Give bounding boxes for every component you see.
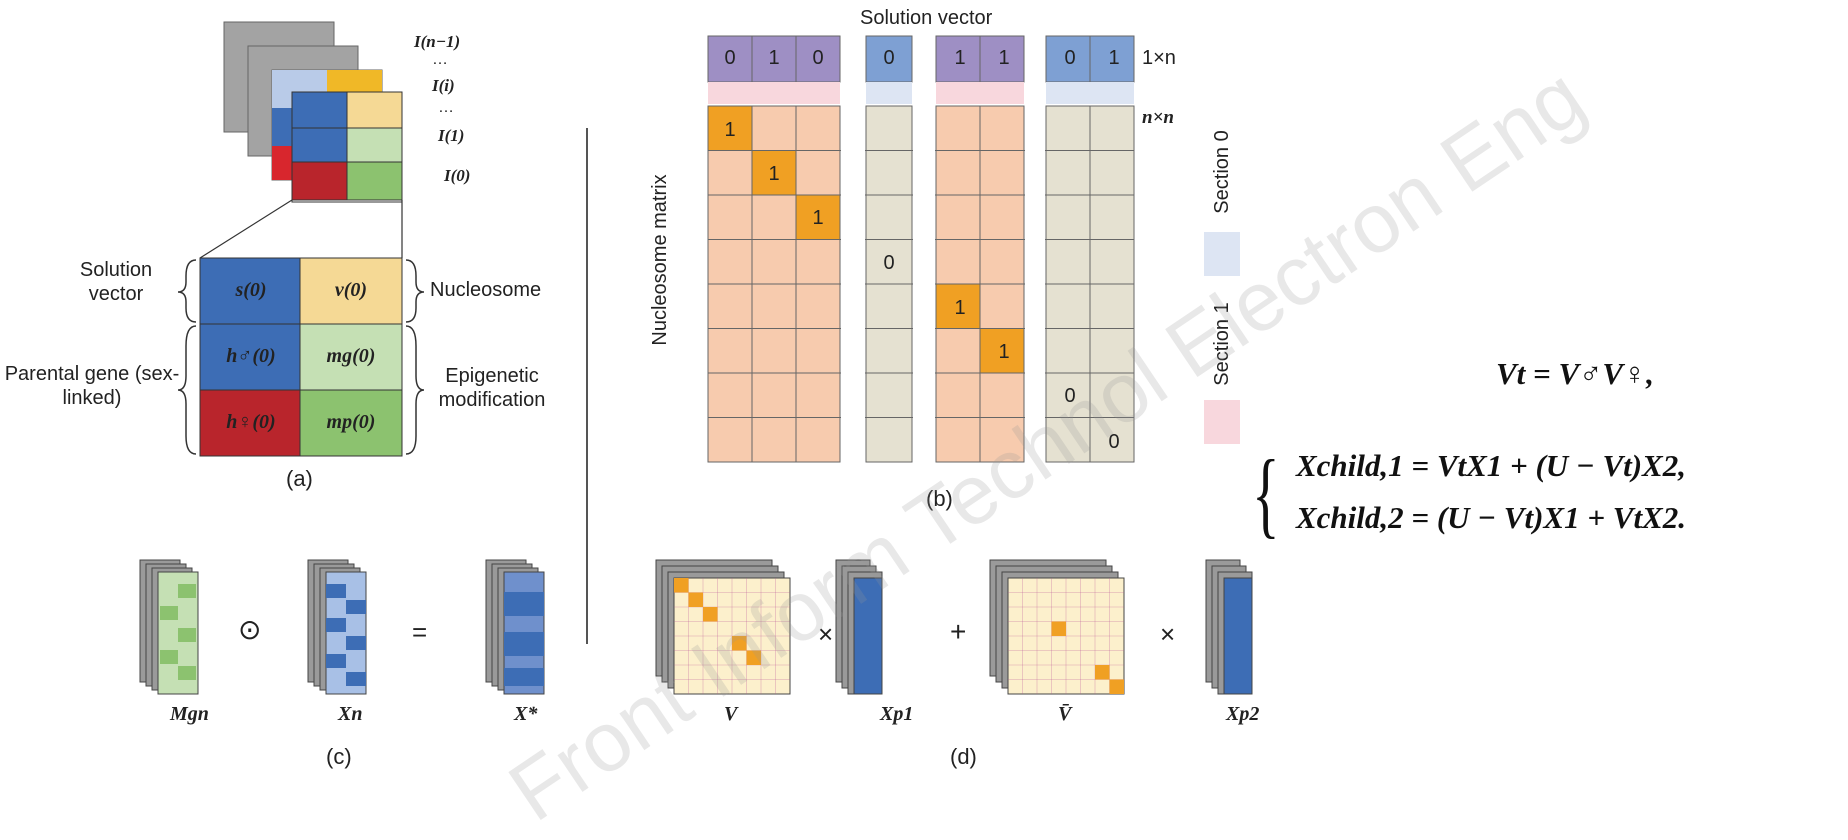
sv-3: 0 xyxy=(883,47,895,69)
xp1-stack xyxy=(835,559,883,695)
sv-6: 0 xyxy=(1064,47,1076,69)
cell-mg: mg(0) xyxy=(326,345,376,367)
diag-5: 1 xyxy=(998,341,1010,363)
cell-v0: v(0) xyxy=(334,279,368,301)
label-xp1: Xp1 xyxy=(880,703,914,725)
diag-4: 1 xyxy=(954,297,966,319)
panel-b-title: Solution vector xyxy=(860,7,993,29)
layer-ellipsis-1: … xyxy=(432,51,448,68)
xn-stack xyxy=(307,559,367,695)
expanded-cell-grid xyxy=(199,257,403,457)
diag-2: 1 xyxy=(812,207,824,229)
legend-section-1-swatch xyxy=(1204,400,1240,444)
diag-3: 0 xyxy=(883,252,895,274)
diag-0: 1 xyxy=(724,119,736,141)
equation-vt-text: Vt = V♂V♀, xyxy=(1496,356,1655,391)
vector-size-label: 1×n xyxy=(1142,47,1176,69)
label-xp2: Xp2 xyxy=(1226,703,1260,725)
sv-4: 1 xyxy=(954,47,966,69)
label-mg: Mgn xyxy=(170,703,209,725)
label-v: V xyxy=(724,703,738,725)
equals-sign-c: = xyxy=(412,617,428,647)
nucleosome-label: Nucleosome xyxy=(430,279,542,301)
panel-d-diagram xyxy=(655,559,1253,695)
nucleosome-matrix xyxy=(707,105,1135,463)
sv-7: 1 xyxy=(1108,47,1120,69)
panel-c-diagram xyxy=(139,559,545,695)
caption-a: (a) xyxy=(286,466,313,491)
diag-1: 1 xyxy=(768,163,780,185)
times-operator-2: × xyxy=(1160,619,1176,649)
cell-h-male: h♂(0) xyxy=(226,345,276,367)
equation-system-brace: { xyxy=(1252,440,1280,547)
label-vbar: V̄ xyxy=(1058,703,1072,725)
equation-vt: Vt = V♂V♀, xyxy=(1496,356,1654,392)
panel-a-diagram xyxy=(177,21,425,457)
xp2-stack xyxy=(1205,559,1253,695)
v-matrix-stack xyxy=(655,559,791,695)
legend-section-1-label: Section 1 xyxy=(1211,302,1233,386)
vbar-matrix-stack xyxy=(989,559,1125,695)
sv-0: 0 xyxy=(724,47,736,69)
layer-label-1: I(1) xyxy=(438,126,465,145)
caption-b: (b) xyxy=(926,486,953,511)
diag-6: 0 xyxy=(1064,385,1076,407)
plus-operator: + xyxy=(950,616,967,647)
layer-0 xyxy=(291,91,403,203)
cell-h-female: h♀(0) xyxy=(226,411,276,433)
hadamard-operator: ⊙ xyxy=(238,614,262,645)
cell-s0: s(0) xyxy=(235,279,267,301)
caption-c: (c) xyxy=(326,744,352,769)
panel-divider xyxy=(586,128,588,644)
sv-1: 1 xyxy=(768,47,780,69)
sv-5: 1 xyxy=(998,47,1010,69)
panel-b-diagram xyxy=(707,35,1240,463)
legend-section-0-swatch xyxy=(1204,232,1240,276)
solution-vector-row xyxy=(707,35,1135,104)
matrix-size-label: n×n xyxy=(1142,107,1174,128)
caption-d: (d) xyxy=(950,744,977,769)
layer-ellipsis-2: … xyxy=(438,99,454,116)
label-xstar: X* xyxy=(514,703,538,725)
xstar-stack xyxy=(485,559,545,695)
solution-vector-label: Solution vector xyxy=(79,259,153,305)
nucleosome-matrix-axis-label: Nucleosome matrix xyxy=(649,174,671,346)
cell-mp: mp(0) xyxy=(326,411,376,433)
label-xn: Xn xyxy=(338,703,363,725)
layer-label-0: I(0) xyxy=(444,166,471,185)
equation-x-child-2: Xchild,2 = (U − Vt)X1 + VtX2. xyxy=(1296,500,1686,535)
layer-label-n-1: I(n−1) xyxy=(414,32,461,51)
equation-x-child-1: Xchild,1 = VtX1 + (U − Vt)X2, xyxy=(1296,448,1686,483)
times-operator-1: × xyxy=(818,619,834,649)
sv-2: 0 xyxy=(812,47,824,69)
parental-gene-label: Parental gene (sex-linked) xyxy=(4,363,180,409)
mg-stack xyxy=(139,559,199,695)
epigenetic-modification-label: Epigenetic modification xyxy=(438,365,546,411)
legend-section-0-label: Section 0 xyxy=(1211,130,1233,214)
layer-label-i: I(i) xyxy=(432,76,455,95)
diag-7: 0 xyxy=(1108,431,1120,453)
